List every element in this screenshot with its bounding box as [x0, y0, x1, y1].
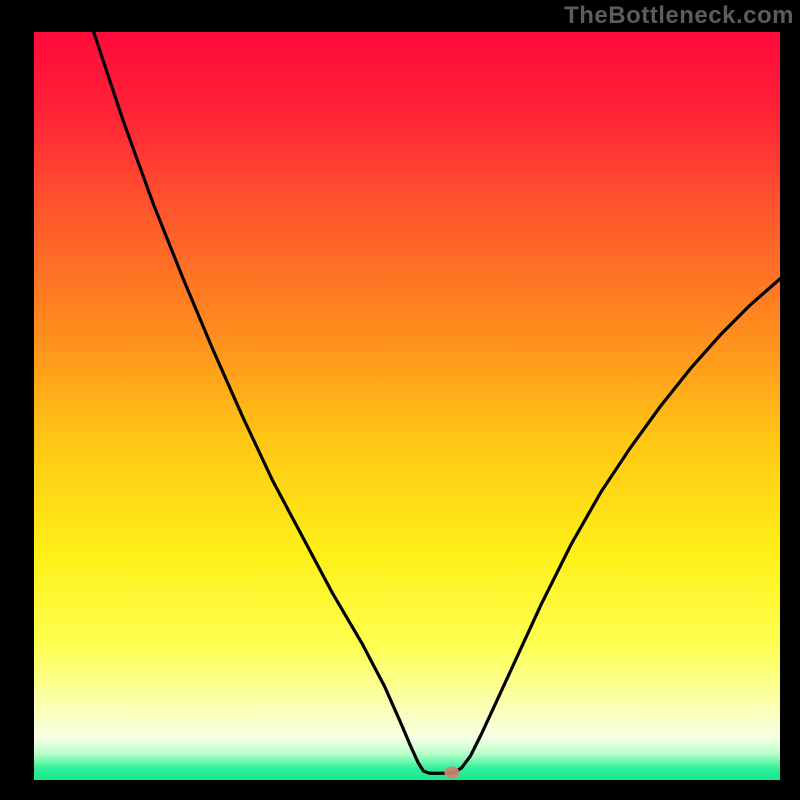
plot-background: [34, 32, 780, 780]
bottleneck-chart: [34, 32, 780, 780]
optimum-marker: [444, 767, 459, 779]
watermark-text: TheBottleneck.com: [558, 0, 800, 34]
chart-frame: TheBottleneck.com: [0, 0, 800, 800]
